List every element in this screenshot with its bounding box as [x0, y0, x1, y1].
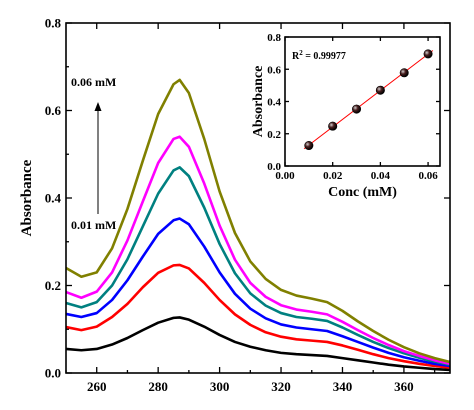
annotation-top-concentration: 0.06 mM: [71, 75, 116, 89]
inset-y-tick-label: 0.4: [267, 97, 281, 109]
x-tick-label: 300: [210, 379, 230, 394]
annotation-bottom-concentration: 0.01 mM: [71, 218, 116, 232]
inset-x-tick-label: 0.06: [418, 170, 438, 182]
inset-y-tick-label: 0.0: [267, 161, 281, 173]
inset-y-tick-label: 0.2: [267, 129, 281, 141]
concentration-arrow-head: [94, 102, 102, 111]
r-squared-prefix: R: [292, 51, 300, 62]
spectrum-line-4: [65, 166, 451, 366]
calibration-inset-plot: 0.00 0.02 0.04 0.06 0.0 0.2 0.4 0.6 0.8 Conc (mM)…: [251, 32, 441, 200]
main-spectrum-plot: 260 280 300 320 340 360 0.0 0.2 0.4 0.6 0.8 Absorba…: [19, 16, 451, 394]
inset-x-tick-label: 0.04: [371, 170, 391, 182]
x-tick-label: 280: [148, 379, 168, 394]
inset-y-axis-label: Absorbance: [251, 66, 266, 138]
calibration-point: [352, 104, 362, 114]
y-tick-label: 0.8: [45, 16, 62, 31]
calibration-point: [328, 121, 338, 131]
inset-y-tick-label: 0.8: [267, 32, 281, 44]
calibration-point: [375, 85, 385, 95]
spectrum-line-1: [65, 316, 451, 372]
r-squared-value: = 0.99977: [303, 51, 346, 62]
inset-x-tick-label: 0.00: [275, 170, 295, 182]
y-tick-label: 0.6: [45, 103, 62, 118]
spectrum-line-5: [65, 135, 451, 366]
spectrum-line-2: [65, 263, 451, 370]
r-squared-superscript: 2: [299, 49, 303, 57]
x-tick-label: 320: [271, 379, 291, 394]
spectrum-line-6: [65, 78, 451, 364]
y-tick-label: 0.2: [45, 278, 61, 293]
x-tick-label: 260: [87, 379, 107, 394]
r-squared-label: R2 = 0.99977: [292, 49, 346, 62]
spectrum-line-3: [65, 217, 451, 368]
calibration-point: [304, 141, 314, 151]
x-tick-label: 340: [333, 379, 353, 394]
y-tick-label: 0.4: [45, 191, 62, 206]
calibration-point: [423, 49, 433, 59]
x-tick-label: 360: [394, 379, 414, 394]
inset-y-tick-label: 0.6: [267, 64, 281, 76]
y-axis-label: Absorbance: [19, 159, 35, 236]
calibration-point: [399, 68, 409, 78]
linear-fit-line: [303, 50, 434, 150]
inset-x-axis-label: Conc (mM): [328, 185, 397, 200]
inset-x-tick-label: 0.02: [323, 170, 343, 182]
y-tick-label: 0.0: [45, 366, 61, 381]
